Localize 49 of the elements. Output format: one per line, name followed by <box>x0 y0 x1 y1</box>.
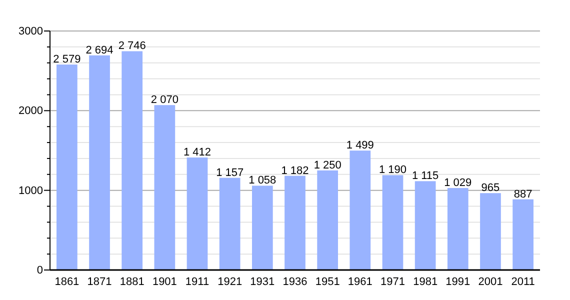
bar <box>350 150 371 270</box>
y-tick-label: 1000 <box>18 184 43 197</box>
x-tick-label: 1921 <box>218 276 242 288</box>
x-tick-label: 1901 <box>152 276 177 288</box>
data-label: 965 <box>481 182 500 194</box>
x-tick-label: 1861 <box>54 276 80 288</box>
y-tick-label: 0 <box>36 264 43 277</box>
data-label: 1 190 <box>378 164 407 176</box>
x-tick-label: 2011 <box>511 276 535 288</box>
data-label: 1 182 <box>281 164 309 177</box>
data-label: 2 070 <box>150 94 178 106</box>
bar <box>219 178 240 270</box>
x-tick-label: 1981 <box>413 276 438 288</box>
y-tick-label: 2000 <box>18 105 43 118</box>
bar <box>480 193 501 270</box>
x-tick-label: 1931 <box>250 276 275 288</box>
data-label: 1 058 <box>248 174 276 187</box>
x-tick-label: 2001 <box>478 276 503 288</box>
x-tick-label: 1911 <box>185 276 210 288</box>
data-label: 2 746 <box>118 40 146 52</box>
bar <box>382 175 404 270</box>
x-tick-label: 1971 <box>380 276 405 288</box>
data-label: 1 250 <box>314 159 342 172</box>
bar <box>154 105 176 270</box>
bar <box>284 176 306 270</box>
x-tick-label: 1951 <box>315 276 340 288</box>
x-tick-label: 1881 <box>120 276 144 288</box>
data-label: 1 115 <box>412 170 439 182</box>
data-label: 2 694 <box>86 44 114 56</box>
bar <box>252 186 273 270</box>
bar <box>512 199 534 270</box>
x-tick-label: 1961 <box>348 276 372 288</box>
x-tick-label: 1991 <box>446 276 470 288</box>
data-label: 1 499 <box>346 140 374 152</box>
data-label: 1 157 <box>216 166 244 179</box>
data-label: 1 029 <box>444 177 472 190</box>
bar <box>56 64 78 270</box>
bar <box>414 181 436 270</box>
data-label: 887 <box>514 188 532 200</box>
data-label: 1 412 <box>183 146 212 159</box>
y-tick-label: 3000 <box>18 26 43 38</box>
bar <box>186 158 208 270</box>
x-tick-label: 1936 <box>282 276 308 288</box>
data-label: 2 579 <box>53 54 81 66</box>
bar <box>122 51 143 270</box>
x-tick-label: 1871 <box>87 276 112 288</box>
bar <box>447 188 468 270</box>
bar <box>89 55 110 270</box>
bar <box>317 170 338 270</box>
